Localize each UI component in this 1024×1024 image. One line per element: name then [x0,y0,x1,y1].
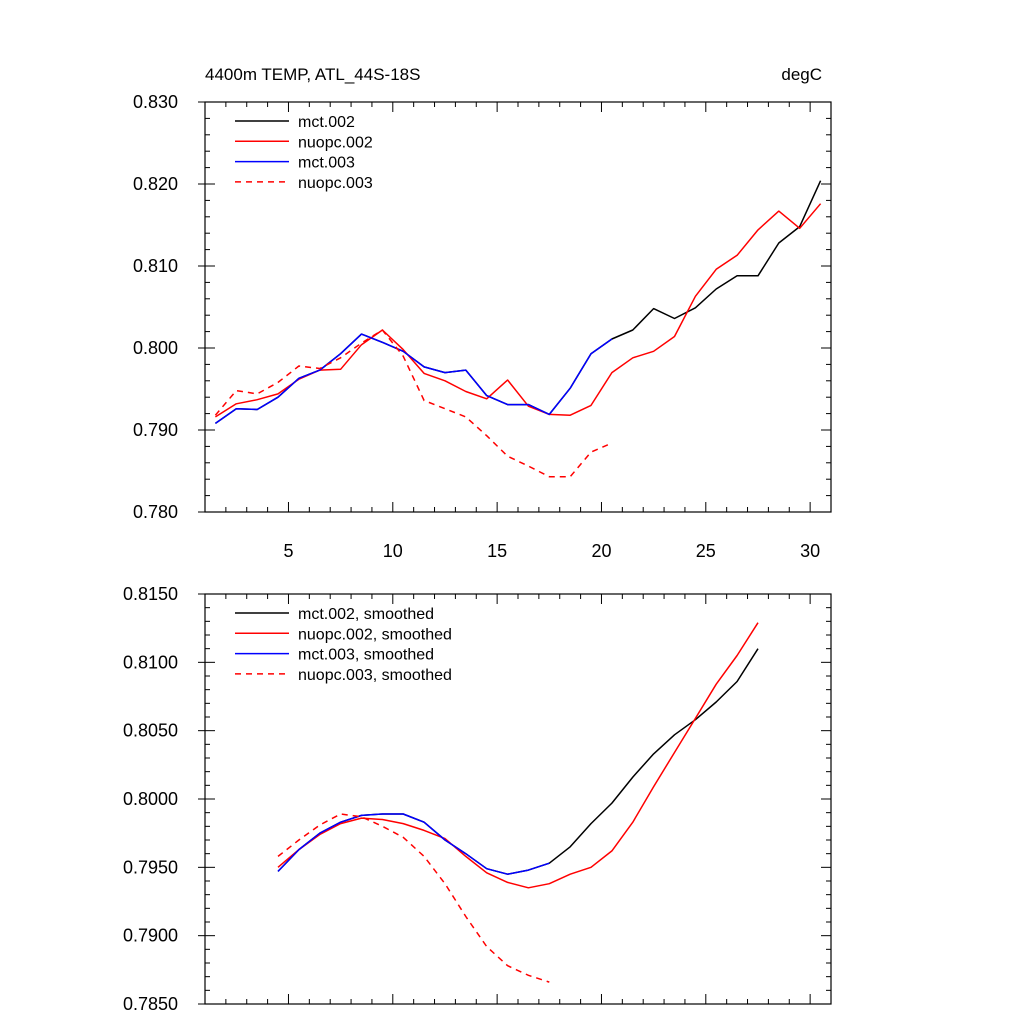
legend-label: nuopc.003 [298,175,373,192]
top-axis-tick-labels: 5 10 15 20 25 30 0.780 0.790 0.800 0.810 0.820 0.83… [133,92,820,561]
legend-label: nuopc.002, smoothed [298,626,452,643]
bottom-axis-ticks [198,593,832,1005]
y-tick-label: 0.7850 [123,994,178,1014]
legend-label: nuopc.003, smoothed [298,667,452,684]
series-line-nuopc-003-smoothed [277,813,550,983]
bottom-axis-tick-labels: 0.7850 0.7900 0.7950 0.8000 0.8050 0.8100 0.81… [123,584,178,1014]
bottom-chart-panel: 0.7850 0.7900 0.7950 0.8000 0.8050 0.8100 0.81… [123,584,832,1014]
y-tick-label: 0.8150 [123,584,178,604]
x-tick-label: 10 [383,541,403,561]
top-chart-panel: 4400m TEMP, ATL_44S-18S degC 5 10 15 20 25 30… [133,65,832,561]
y-tick-label: 0.8000 [123,789,178,809]
y-tick-label: 0.7900 [123,926,178,946]
bottom-plot-frame [204,593,832,1005]
chart-units-label: degC [781,65,822,84]
series-line-mct-002 [214,180,822,425]
bottom-legend: mct.002, smoothed nuopc.002, smoothed mct.… [235,606,452,684]
top-plot-frame [204,101,832,513]
x-tick-label: 20 [591,541,611,561]
y-tick-label: 0.8100 [123,652,178,672]
y-tick-label: 0.7950 [123,857,178,877]
legend-label: mct.003 [298,155,355,172]
y-tick-label: 0.820 [133,174,178,194]
legend-label: mct.002, smoothed [298,606,434,623]
y-tick-label: 0.8050 [123,721,178,741]
x-tick-label: 5 [283,541,293,561]
series-line-mct-003 [214,333,613,425]
series-line-nuopc-002-smoothed [277,622,759,889]
y-tick-label: 0.830 [133,92,178,112]
legend-label: mct.002 [298,114,355,131]
top-series-group [214,180,822,478]
top-axis-ticks [198,101,832,513]
bottom-series-group [277,622,759,983]
y-tick-label: 0.810 [133,256,178,276]
top-legend: mct.002 nuopc.002 mct.003 nuopc.003 [235,114,373,192]
legend-label: nuopc.002 [298,134,373,151]
y-tick-label: 0.800 [133,338,178,358]
series-line-nuopc-003 [214,329,613,478]
legend-label: mct.003, smoothed [298,647,434,664]
series-line-mct-003-smoothed [277,813,550,875]
x-tick-label: 25 [696,541,716,561]
chart-title-left: 4400m TEMP, ATL_44S-18S [205,65,420,84]
y-tick-label: 0.790 [133,420,178,440]
series-line-nuopc-002 [215,203,822,418]
x-tick-label: 30 [800,541,820,561]
x-tick-label: 15 [487,541,507,561]
y-tick-label: 0.780 [133,502,178,522]
